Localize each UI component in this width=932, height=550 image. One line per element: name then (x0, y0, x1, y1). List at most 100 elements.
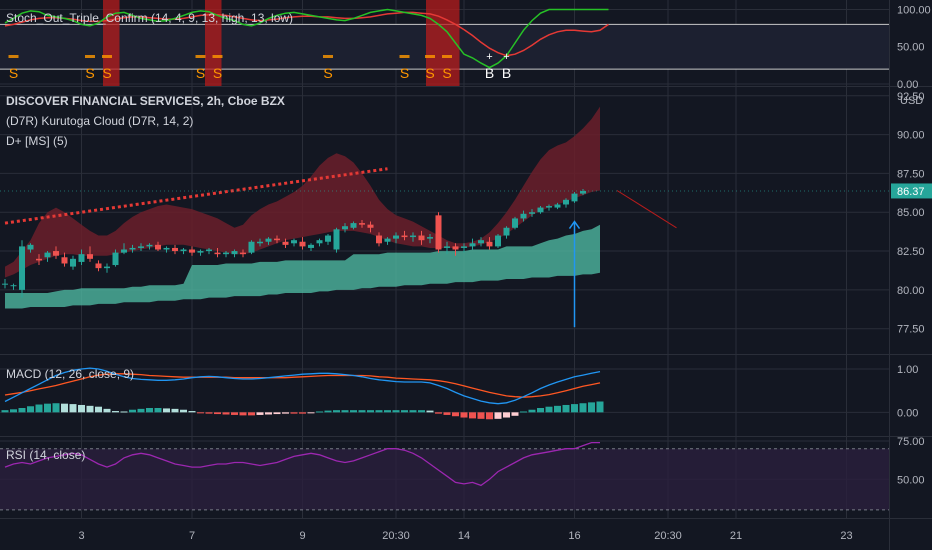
macd-hist-bar (324, 410, 332, 413)
candle-body (571, 193, 578, 202)
stoch-legend[interactable]: Stoch_Out_Triple_Confirm (14, 4, 9, 13, … (6, 11, 293, 25)
axis-tick-label: 77.50 (897, 324, 925, 336)
macd-hist-bar (571, 404, 578, 413)
macd-legend[interactable]: MACD (12, 26, close, 9) (6, 367, 134, 381)
dplus-dotted-line (4, 167, 388, 225)
candle-body (384, 238, 391, 242)
signal-label: S (213, 65, 222, 81)
currency-label: USD (900, 95, 923, 107)
macd-hist-bar (265, 412, 272, 415)
candle-body (308, 244, 314, 248)
candle-body (129, 247, 136, 250)
macd-hist-bar (231, 412, 238, 415)
dplus-indicator-legend[interactable]: D+ [MS] (5) (6, 134, 68, 148)
signal-marker: + (486, 51, 492, 63)
macd-line (4, 367, 601, 405)
candle-body (350, 223, 357, 228)
axis-tick-label: 87.50 (897, 168, 925, 180)
macd-hist-bar (494, 412, 502, 419)
macd-hist-bar (554, 405, 561, 413)
symbol-title[interactable]: DISCOVER FINANCIAL SERVICES, 2h, Cboe BZ… (6, 94, 285, 108)
macd-hist-bar (10, 409, 17, 413)
axis-tick-label: 75.00 (897, 436, 925, 448)
macd-hist-bar (409, 410, 417, 413)
macd-hist-bar (120, 411, 128, 413)
candle-body (78, 254, 85, 262)
signal-marker (85, 55, 95, 58)
signal-marker (195, 55, 206, 58)
sell-signal-zone (205, 0, 222, 86)
signal-label: S (442, 65, 451, 81)
cloud-indicator-legend[interactable]: (D7R) Kurutoga Cloud (D7R, 14, 2) (6, 114, 193, 128)
candle-body (2, 283, 8, 285)
price-axis[interactable]: 100.0050.000.0092.5090.0087.5085.0082.50… (897, 4, 931, 486)
macd-hist-bar (528, 409, 536, 413)
macd-hist-bar (154, 408, 162, 413)
macd-hist-bar (350, 410, 357, 413)
macd-hist-bar (282, 412, 289, 414)
candle-body (121, 249, 127, 253)
macd-hist-bar (86, 405, 94, 413)
macd-hist-bar (78, 404, 85, 413)
candle-body (461, 246, 467, 248)
macd-hist-bar (435, 412, 442, 414)
macd-hist-bar (520, 411, 527, 413)
candle-body (231, 251, 238, 255)
rsi-pane (0, 441, 889, 511)
candle-body (248, 241, 255, 253)
candle-body (325, 235, 331, 242)
macd-hist-bar (503, 412, 510, 418)
time-axis[interactable]: 3 7 9 20:30 14 16 20:30 21 23 (78, 530, 852, 542)
candle-body (427, 237, 433, 239)
macd-hist-bar (341, 410, 349, 413)
candle-body (27, 244, 34, 250)
macd-hist-bar (27, 406, 34, 413)
axis-tick-label: 90.00 (897, 130, 925, 142)
macd-hist-bar (537, 408, 544, 413)
candle-body (274, 238, 280, 241)
time-tick-label: 23 (840, 530, 852, 542)
macd-hist-bar (256, 412, 264, 415)
candle-body (172, 247, 178, 252)
rsi-legend[interactable]: RSI (14, close) (6, 448, 85, 462)
candle-body (146, 244, 153, 247)
price-pane (0, 106, 889, 328)
axis-tick-label: 0.00 (897, 79, 918, 91)
candle-body (299, 241, 306, 247)
candle-body (197, 251, 204, 253)
axis-tick-label: 1.00 (897, 364, 918, 376)
candle-body (401, 235, 408, 238)
macd-hist-bar (248, 412, 255, 416)
macd-hist-bar (596, 401, 604, 413)
macd-hist-bar (579, 403, 587, 413)
candle-body (95, 263, 102, 269)
signal-label: B (502, 65, 511, 81)
signal-label: S (102, 65, 111, 81)
candle-body (189, 249, 195, 253)
candle-body (10, 285, 17, 287)
macd-hist-bar (103, 408, 111, 413)
macd-hist-bar (384, 410, 391, 413)
candle-body (359, 223, 365, 225)
macd-hist-bar (375, 410, 383, 413)
candle-body (367, 224, 374, 228)
macd-hist-bar (222, 412, 230, 415)
kurutoga-cloud-lower (5, 224, 600, 309)
macd-hist-bar (112, 411, 119, 413)
candle-body (316, 240, 323, 244)
rsi-line (4, 441, 600, 487)
macd-hist-bar (239, 412, 247, 416)
axis-tick-label: 50.00 (897, 474, 925, 486)
time-tick-label: 14 (458, 530, 470, 542)
signal-marker: + (503, 51, 509, 63)
macd-hist-bar (426, 410, 434, 413)
macd-hist-bar (460, 412, 468, 418)
candle-body (138, 246, 144, 248)
macd-hist-bar (35, 404, 43, 413)
candle-body (240, 252, 246, 255)
candle-body (265, 238, 272, 242)
projection-line (616, 190, 677, 229)
macd-hist-bar (545, 406, 553, 413)
candle-body (546, 206, 552, 208)
candle-body (180, 249, 187, 252)
